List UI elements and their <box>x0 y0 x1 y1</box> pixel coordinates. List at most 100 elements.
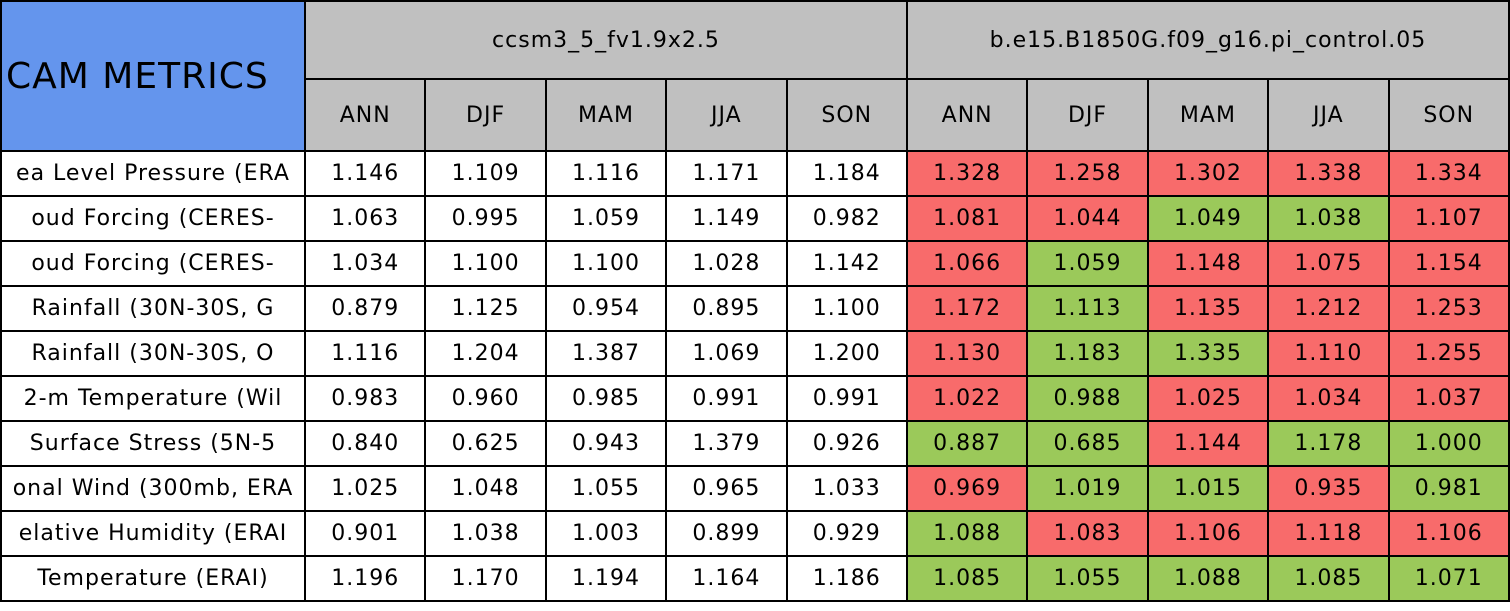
metric-cell: 1.085 <box>1267 555 1390 602</box>
season-header: SON <box>1387 78 1510 152</box>
metric-cell: 1.063 <box>303 195 427 242</box>
metric-cell: 1.212 <box>1267 285 1390 332</box>
metric-cell: 1.059 <box>1026 240 1149 287</box>
metric-cell: 1.387 <box>544 330 668 377</box>
metric-cell: 1.000 <box>1387 420 1510 467</box>
metric-cell: 1.130 <box>905 330 1029 377</box>
metric-cell: 0.887 <box>905 420 1029 467</box>
row-label: onal Wind (300mb, ERA <box>0 465 306 512</box>
table-row: Temperature (ERAI) 1.196 1.170 1.194 1.164 1.… <box>0 555 1510 602</box>
row-label: Surface Stress (5N-5 <box>0 420 306 467</box>
metric-cell: 0.840 <box>303 420 427 467</box>
table-title: CAM METRICS <box>0 0 306 152</box>
metric-cell: 1.055 <box>544 465 668 512</box>
metric-cell: 1.328 <box>905 150 1029 197</box>
metric-cell: 1.075 <box>1267 240 1390 287</box>
table-row: oud Forcing (CERES- 1.034 1.100 1.100 1.028 1… <box>0 240 1510 287</box>
metric-cell: 0.985 <box>544 375 668 422</box>
metric-cell: 1.034 <box>1267 375 1390 422</box>
metric-cell: 1.172 <box>905 285 1029 332</box>
metric-cell: 0.929 <box>785 510 908 557</box>
season-header: MAM <box>1146 78 1270 152</box>
metric-cell: 0.969 <box>905 465 1029 512</box>
table-row: onal Wind (300mb, ERA 1.025 1.048 1.055 0.96… <box>0 465 1510 512</box>
season-header: JJA <box>665 78 788 152</box>
row-label: Rainfall (30N-30S, O <box>0 330 306 377</box>
metric-cell: 1.178 <box>1267 420 1390 467</box>
metric-cell: 1.106 <box>1146 510 1270 557</box>
metric-cell: 0.926 <box>785 420 908 467</box>
metric-cell: 1.109 <box>424 150 547 197</box>
metric-cell: 1.019 <box>1026 465 1149 512</box>
table-row: Rainfall (30N-30S, O 1.116 1.204 1.387 1.069… <box>0 330 1510 377</box>
metric-cell: 1.255 <box>1387 330 1510 377</box>
model-header: ccsm3_5_fv1.9x2.5 <box>304 0 908 80</box>
metric-cell: 1.183 <box>1026 330 1149 377</box>
metric-cell: 1.258 <box>1026 150 1149 197</box>
table-row: ea Level Pressure (ERA 1.146 1.109 1.116 1.1… <box>0 150 1510 197</box>
metric-cell: 0.983 <box>303 375 427 422</box>
metric-cell: 1.335 <box>1146 330 1270 377</box>
metric-cell: 1.204 <box>424 330 547 377</box>
table-row: Rainfall (30N-30S, G 0.879 1.125 0.954 0.895… <box>0 285 1510 332</box>
metric-cell: 0.901 <box>303 510 427 557</box>
metric-cell: 1.100 <box>544 240 668 287</box>
metric-cell: 0.991 <box>665 375 788 422</box>
row-label: oud Forcing (CERES- <box>0 240 306 287</box>
row-label: ea Level Pressure (ERA <box>0 150 306 197</box>
metric-cell: 1.015 <box>1146 465 1270 512</box>
metric-cell: 1.069 <box>665 330 788 377</box>
metric-cell: 0.685 <box>1026 420 1149 467</box>
metric-cell: 1.033 <box>785 465 908 512</box>
season-row: ANN DJF MAM JJA SON ANN DJF MAM JJA SON <box>1 78 1510 152</box>
metric-cell: 1.113 <box>1026 285 1149 332</box>
metric-cell: 0.895 <box>665 285 788 332</box>
metric-cell: 0.879 <box>303 285 427 332</box>
metric-cell: 1.022 <box>905 375 1029 422</box>
metric-cell: 1.154 <box>1387 240 1510 287</box>
season-header: DJF <box>424 78 547 152</box>
metric-cell: 1.100 <box>424 240 547 287</box>
metric-cell: 1.107 <box>1387 195 1510 242</box>
season-header: SON <box>785 78 908 152</box>
metric-cell: 0.991 <box>785 375 908 422</box>
metric-cell: 1.049 <box>1146 195 1270 242</box>
metric-cell: 0.988 <box>1026 375 1149 422</box>
metric-cell: 1.085 <box>905 555 1029 602</box>
metric-cell: 1.088 <box>1146 555 1270 602</box>
metric-cell: 1.194 <box>544 555 668 602</box>
metric-cell: 1.338 <box>1267 150 1390 197</box>
metric-cell: 1.144 <box>1146 420 1270 467</box>
row-label: oud Forcing (CERES- <box>0 195 306 242</box>
table-row: oud Forcing (CERES- 1.063 0.995 1.059 1.149 0… <box>0 195 1510 242</box>
metric-cell: 0.954 <box>544 285 668 332</box>
table-row: Surface Stress (5N-5 0.840 0.625 0.943 1.379… <box>0 420 1510 467</box>
metric-cell: 1.164 <box>665 555 788 602</box>
metric-cell: 1.170 <box>424 555 547 602</box>
metric-cell: 1.088 <box>905 510 1029 557</box>
metric-cell: 1.055 <box>1026 555 1149 602</box>
metric-cell: 0.899 <box>665 510 788 557</box>
metric-cell: 1.044 <box>1026 195 1149 242</box>
metric-cell: 1.253 <box>1387 285 1510 332</box>
season-header: DJF <box>1026 78 1149 152</box>
metric-cell: 1.149 <box>665 195 788 242</box>
metric-cell: 1.071 <box>1387 555 1510 602</box>
metric-cell: 1.334 <box>1387 150 1510 197</box>
metric-cell: 1.100 <box>785 285 908 332</box>
metric-cell: 1.003 <box>544 510 668 557</box>
metric-cell: 1.083 <box>1026 510 1149 557</box>
metric-cell: 0.943 <box>544 420 668 467</box>
metric-cell: 1.025 <box>1146 375 1270 422</box>
metric-cell: 0.981 <box>1387 465 1510 512</box>
metric-cell: 1.171 <box>665 150 788 197</box>
metric-cell: 1.302 <box>1146 150 1270 197</box>
model-header: b.e15.B1850G.f09_g16.pi_control.05 <box>905 0 1510 80</box>
metric-cell: 1.110 <box>1267 330 1390 377</box>
metric-cell: 1.200 <box>785 330 908 377</box>
row-label: Temperature (ERAI) <box>0 555 306 602</box>
table-row: elative Humidity (ERAI 0.901 1.038 1.003 0.8… <box>0 510 1510 557</box>
metric-cell: 1.048 <box>424 465 547 512</box>
metric-cell: 0.965 <box>665 465 788 512</box>
